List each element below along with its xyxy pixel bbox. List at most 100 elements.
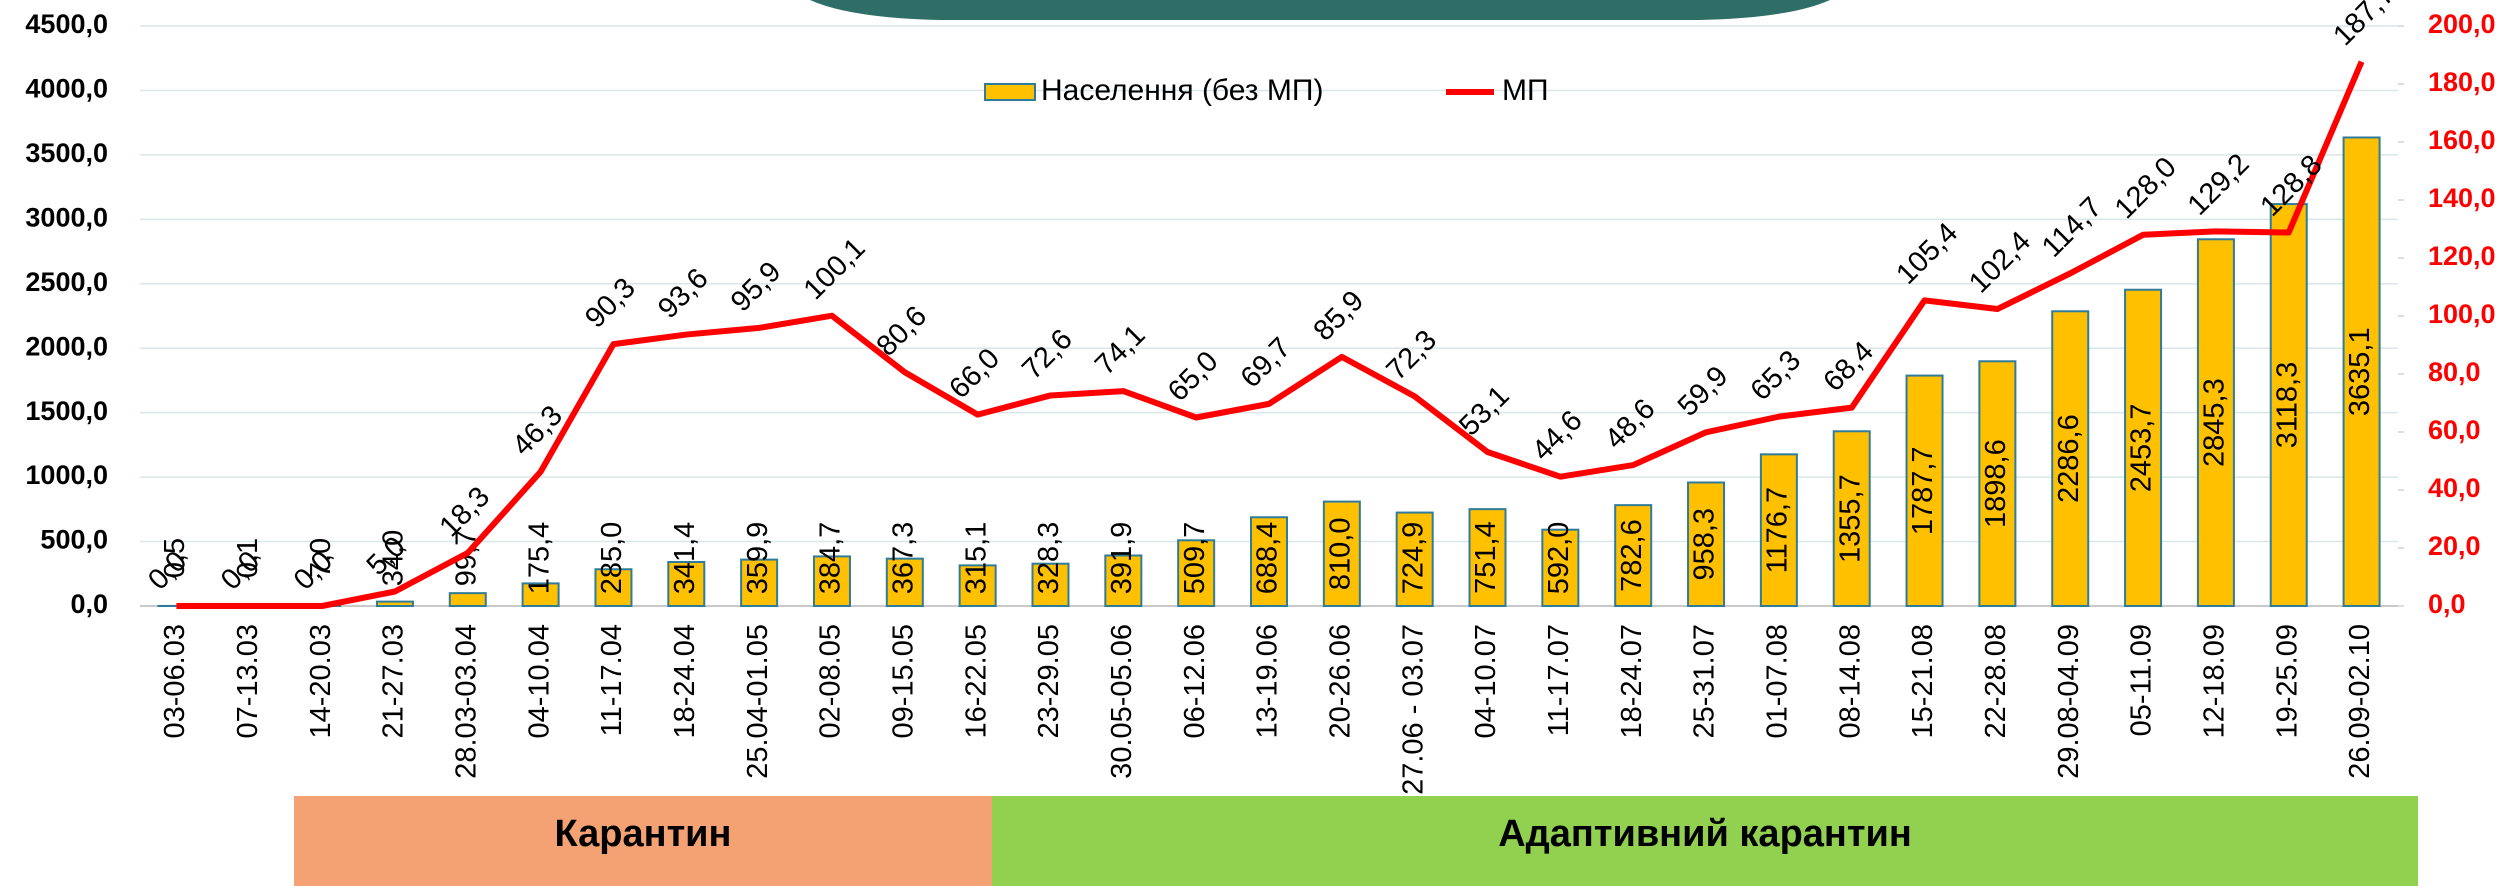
- y-tick-label: 1000,0: [25, 460, 108, 490]
- x-tick-label: 11-17.04: [596, 624, 628, 736]
- x-tick-label: 18-24.04: [669, 624, 701, 739]
- x-tick-label: 29.08-04.09: [2053, 624, 2085, 779]
- bar-value-label: 958,3: [1689, 508, 1721, 581]
- y-tick-label: 3500,0: [25, 138, 108, 168]
- x-tick-label: 19-25.09: [2271, 624, 2303, 739]
- x-tick-label: 18-24.07: [1616, 624, 1648, 739]
- bar: [2051, 310, 2090, 607]
- bar: [2342, 136, 2381, 607]
- bar-value-label: 34,0: [378, 530, 410, 586]
- bar-value-label: 285,0: [596, 522, 628, 595]
- y-tick-label: 2500,0: [25, 267, 108, 297]
- bar-value-label: 782,6: [1616, 519, 1648, 592]
- bar: [594, 568, 633, 607]
- line-value-label: 95,9: [725, 256, 788, 319]
- y-tick-label: 1500,0: [25, 396, 108, 426]
- line-value-label: 72,3: [1380, 324, 1443, 387]
- bar-value-label: 3635,1: [2344, 327, 2376, 416]
- bar-value-label: 751,4: [1470, 521, 1502, 594]
- line-value-label: 105,4: [1890, 217, 1964, 291]
- legend-label: МП: [1502, 74, 1549, 107]
- bar-value-label: 724,9: [1397, 522, 1429, 595]
- bar: [1759, 453, 1798, 608]
- bar-value-label: 7,0: [305, 538, 337, 578]
- y-tick-label: 4500,0: [25, 9, 108, 39]
- x-tick-label: 21-27.03: [378, 624, 410, 739]
- bar: [958, 564, 997, 607]
- line-value-label: 129,2: [2182, 148, 2256, 222]
- bar: [448, 592, 487, 608]
- line-value-label: 68,4: [1817, 335, 1880, 398]
- x-tick-label: 25-31.07: [1689, 624, 1721, 739]
- line-value-label: 72,6: [1016, 323, 1079, 386]
- line-value-label: 44,6: [1526, 404, 1589, 467]
- line-value-label: 66,0: [943, 342, 1006, 405]
- y2-tick-label: 120,0: [2428, 241, 2496, 271]
- bar-value-label: 1176,7: [1762, 487, 1794, 574]
- bar: [2269, 203, 2308, 607]
- x-tick-label: 23-29.05: [1033, 624, 1065, 739]
- y2-tick-label: 80,0: [2428, 357, 2481, 387]
- y2-tick-label: 20,0: [2428, 531, 2481, 561]
- bar-value-label: 592,0: [1543, 522, 1575, 595]
- x-tick-label: 09-15.05: [887, 624, 919, 739]
- bar-value-label: 3118,3: [2271, 362, 2303, 449]
- x-tick-label: 01-07.08: [1762, 624, 1794, 739]
- line-value-label: 93,6: [652, 262, 715, 325]
- bar: [667, 560, 706, 607]
- x-tick-label: 12-18.09: [2199, 624, 2231, 739]
- bar: [1250, 516, 1288, 607]
- bar: [740, 558, 779, 608]
- x-tick-label: 02-08.05: [815, 624, 847, 739]
- line-value-label: 74,1: [1089, 319, 1152, 382]
- line-value-label: 85,9: [1308, 285, 1371, 348]
- y-tick-label: 2000,0: [25, 331, 108, 361]
- x-tick-label: 20-26.06: [1324, 624, 1356, 739]
- bar-value-label: 341,4: [669, 522, 701, 595]
- bar: [375, 600, 414, 608]
- phase-band: [992, 796, 2418, 886]
- y-tick-label: 4000,0: [25, 74, 108, 104]
- bar: [1905, 374, 1944, 607]
- bar-value-label: 0,1: [232, 538, 264, 578]
- y2-tick-label: 160,0: [2428, 125, 2496, 155]
- bar: [1322, 500, 1361, 608]
- bar-value-label: 810,0: [1324, 518, 1356, 591]
- x-tick-label: 13-19.06: [1252, 624, 1284, 739]
- bar-value-label: 391,9: [1106, 522, 1138, 595]
- x-tick-label: 14-20.03: [305, 624, 337, 739]
- bar-value-label: 0,5: [159, 538, 191, 578]
- x-tick-label: 26.09-02.10: [2344, 624, 2376, 779]
- line-value-label: 100,1: [798, 232, 872, 306]
- bar-value-label: 2453,7: [2126, 404, 2158, 493]
- bar-value-label: 367,3: [887, 522, 919, 595]
- phase-band: [294, 796, 992, 886]
- x-tick-label: 22-28.08: [1980, 624, 2012, 739]
- legend-label: Населення (без МП): [1041, 74, 1323, 107]
- bar: [812, 555, 851, 607]
- line-value-label: 48,6: [1599, 393, 1662, 456]
- line-value-label: 69,7: [1235, 332, 1298, 395]
- y2-tick-label: 0,0: [2428, 589, 2466, 619]
- bar-value-label: 384,7: [815, 522, 847, 595]
- y-tick-label: 0,0: [70, 589, 108, 619]
- x-tick-label: 16-22.05: [960, 624, 992, 739]
- bar-value-label: 1898,6: [1980, 439, 2012, 528]
- x-tick-label: 27.06 - 03.07: [1397, 624, 1429, 795]
- line-value-label: 128,0: [2109, 151, 2183, 225]
- x-tick-label: 08-14.08: [1834, 624, 1866, 739]
- legend-swatch: [984, 83, 1036, 101]
- bar: [1468, 508, 1507, 608]
- bar-value-label: 315,1: [960, 522, 992, 595]
- x-tick-label: 04-10.07: [1470, 624, 1502, 739]
- x-tick-label: 15-21.08: [1907, 624, 1939, 739]
- bar: [1177, 539, 1216, 608]
- x-tick-label: 03-06.03: [159, 624, 191, 739]
- y2-tick-label: 180,0: [2428, 67, 2496, 97]
- bar-value-label: 688,4: [1252, 522, 1284, 595]
- bar: [1104, 554, 1143, 608]
- bar: [885, 557, 924, 608]
- bar-value-label: 1355,7: [1834, 474, 1866, 563]
- phase-label: Карантин: [554, 813, 731, 855]
- bar-value-label: 2845,3: [2199, 378, 2231, 467]
